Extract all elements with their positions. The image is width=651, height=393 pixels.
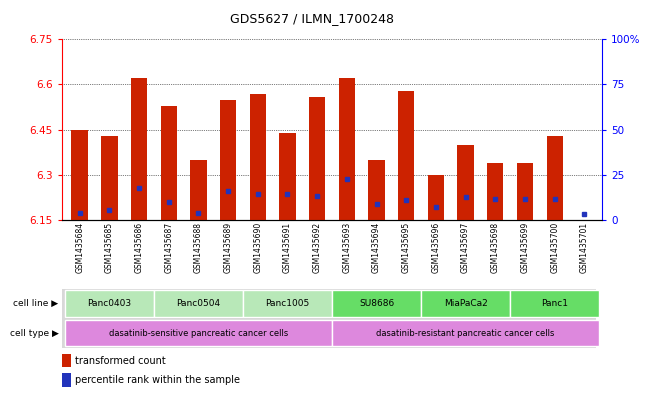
Text: MiaPaCa2: MiaPaCa2	[444, 299, 488, 308]
Text: GSM1435691: GSM1435691	[283, 222, 292, 273]
Bar	[517, 163, 533, 220]
Text: cell line ▶: cell line ▶	[14, 299, 59, 308]
Bar	[332, 290, 421, 317]
Text: percentile rank within the sample: percentile rank within the sample	[76, 375, 240, 385]
Text: Panc0504: Panc0504	[176, 299, 221, 308]
Bar	[339, 79, 355, 220]
Bar	[458, 145, 474, 220]
Bar	[332, 320, 599, 346]
Text: GSM1435687: GSM1435687	[164, 222, 173, 273]
Bar	[398, 90, 415, 220]
Text: GSM1435697: GSM1435697	[461, 222, 470, 274]
Text: dasatinib-sensitive pancreatic cancer cells: dasatinib-sensitive pancreatic cancer ce…	[109, 329, 288, 338]
Bar	[249, 94, 266, 220]
Text: GSM1435701: GSM1435701	[580, 222, 589, 273]
Bar	[72, 130, 88, 220]
Bar	[101, 136, 118, 220]
Bar	[161, 106, 177, 220]
Bar	[309, 97, 326, 220]
Text: GSM1435692: GSM1435692	[312, 222, 322, 273]
Bar	[154, 290, 243, 317]
Text: GSM1435698: GSM1435698	[491, 222, 500, 273]
Bar	[279, 133, 296, 220]
Text: GSM1435699: GSM1435699	[521, 222, 529, 274]
Text: cell type ▶: cell type ▶	[10, 329, 59, 338]
Text: GSM1435689: GSM1435689	[223, 222, 232, 273]
Text: GSM1435695: GSM1435695	[402, 222, 411, 274]
Bar	[65, 290, 154, 317]
Bar	[190, 160, 206, 220]
Bar	[62, 373, 72, 387]
Text: GSM1435694: GSM1435694	[372, 222, 381, 274]
Bar	[368, 160, 385, 220]
Bar	[243, 290, 332, 317]
Bar	[131, 79, 147, 220]
Text: SU8686: SU8686	[359, 299, 394, 308]
Bar	[487, 163, 503, 220]
Bar	[65, 320, 332, 346]
Text: dasatinib-resistant pancreatic cancer cells: dasatinib-resistant pancreatic cancer ce…	[376, 329, 555, 338]
Text: GSM1435696: GSM1435696	[432, 222, 441, 274]
Bar	[220, 99, 236, 220]
Text: GSM1435700: GSM1435700	[550, 222, 559, 274]
Bar	[421, 290, 510, 317]
Text: Panc1005: Panc1005	[266, 299, 310, 308]
Text: GSM1435693: GSM1435693	[342, 222, 352, 274]
Bar	[428, 175, 444, 220]
Bar	[546, 136, 563, 220]
Text: Panc0403: Panc0403	[87, 299, 132, 308]
Bar	[62, 354, 72, 367]
Text: Panc1: Panc1	[541, 299, 568, 308]
Text: GSM1435690: GSM1435690	[253, 222, 262, 274]
Text: GSM1435685: GSM1435685	[105, 222, 114, 273]
Text: GSM1435686: GSM1435686	[135, 222, 143, 273]
Text: GSM1435684: GSM1435684	[75, 222, 84, 273]
Text: GSM1435688: GSM1435688	[194, 222, 203, 273]
Bar	[510, 290, 599, 317]
Text: transformed count: transformed count	[76, 356, 166, 365]
Text: GDS5627 / ILMN_1700248: GDS5627 / ILMN_1700248	[230, 12, 395, 25]
